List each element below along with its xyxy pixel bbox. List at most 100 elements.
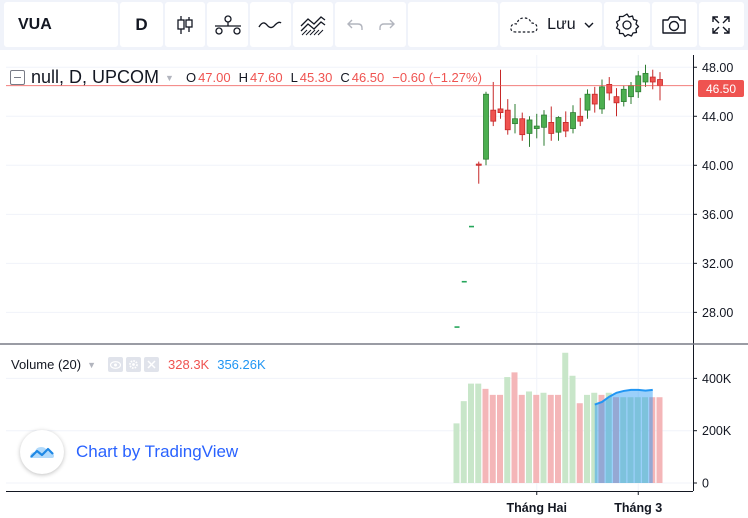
volume-title[interactable]: Volume (20) bbox=[11, 357, 82, 372]
candle-body bbox=[519, 118, 526, 136]
candle-body bbox=[591, 93, 598, 105]
volume-ma-line bbox=[594, 388, 653, 406]
low-value: 45.30 bbox=[299, 70, 333, 85]
volume-bar bbox=[613, 397, 619, 483]
redo-icon[interactable] bbox=[378, 18, 396, 32]
candle bbox=[613, 88, 620, 117]
candle-body bbox=[599, 86, 605, 110]
volume-bar bbox=[591, 392, 598, 483]
close-icon[interactable] bbox=[144, 357, 160, 372]
candle bbox=[649, 69, 656, 90]
volume-bar bbox=[497, 394, 503, 483]
candle bbox=[512, 104, 518, 134]
series-legend: null, D, UPCOM ▼ O 47.00 H 47.60 L 45.30… bbox=[10, 67, 490, 88]
volume-ma-value: 356.26K bbox=[217, 357, 266, 372]
close-label: C bbox=[340, 70, 350, 85]
volume-tick-label: 200K bbox=[702, 424, 732, 438]
volume-bar bbox=[547, 394, 554, 483]
price-tick-label: 36.00 bbox=[702, 208, 733, 222]
volume-bar bbox=[620, 397, 627, 483]
candle bbox=[570, 105, 576, 134]
volume-bar bbox=[584, 394, 590, 483]
volume-ma bbox=[594, 388, 653, 483]
candles bbox=[454, 64, 663, 328]
gear-icon[interactable] bbox=[126, 357, 142, 372]
candle-style-button[interactable] bbox=[164, 2, 206, 47]
area-chart-icon bbox=[300, 15, 326, 35]
indicators-icon bbox=[214, 14, 241, 35]
branding-text: Chart by TradingView bbox=[76, 442, 239, 461]
volume-bar bbox=[562, 352, 569, 483]
chart-canvas[interactable]: 48.00 44.00 40.00 36.00 32.00 28.00 Tháng Hai T… bbox=[0, 50, 748, 518]
close-value: 46.50 bbox=[351, 70, 385, 85]
chevron-down-icon[interactable]: ▼ bbox=[165, 72, 174, 83]
time-tick-label: Tháng 3 bbox=[614, 501, 662, 515]
volume-bar bbox=[489, 394, 496, 483]
toolbar-spacer bbox=[407, 2, 499, 47]
fullscreen-button[interactable] bbox=[698, 2, 745, 47]
interval-button[interactable]: D bbox=[120, 2, 163, 47]
candle bbox=[606, 77, 613, 101]
candle bbox=[541, 110, 547, 146]
candle bbox=[584, 89, 591, 119]
save-label: Lưu bbox=[547, 15, 576, 33]
cloud-icon bbox=[510, 16, 538, 33]
fullscreen-icon bbox=[712, 15, 731, 34]
volume-bar bbox=[453, 423, 460, 483]
volume-bar bbox=[526, 391, 532, 483]
high-label: H bbox=[238, 70, 249, 85]
volume-value: 328.3K bbox=[168, 357, 210, 372]
chevron-down-icon bbox=[584, 22, 594, 28]
price-tick-label: 44.00 bbox=[702, 110, 733, 124]
volume-bar bbox=[475, 383, 482, 483]
candles-icon bbox=[177, 15, 193, 34]
candle-body bbox=[533, 125, 540, 129]
symbol-search-button[interactable]: VUA bbox=[4, 2, 119, 47]
candle bbox=[483, 91, 489, 166]
candle bbox=[577, 97, 584, 127]
tradingview-logo-icon bbox=[20, 430, 64, 474]
tradingview-branding[interactable]: Chart by TradingView bbox=[20, 430, 238, 474]
high-value: 47.60 bbox=[250, 70, 283, 85]
candle bbox=[533, 113, 540, 139]
volume-bar bbox=[468, 383, 474, 483]
volume-bar bbox=[649, 397, 656, 483]
candle bbox=[599, 79, 605, 114]
candle-body bbox=[635, 75, 642, 93]
candle-body bbox=[570, 112, 576, 129]
settings-button[interactable] bbox=[604, 2, 650, 47]
volume-bar bbox=[634, 397, 641, 483]
candle bbox=[548, 106, 555, 141]
collapse-legend-button[interactable] bbox=[10, 70, 25, 85]
candle bbox=[490, 81, 497, 127]
candle-body bbox=[526, 119, 533, 134]
candle bbox=[519, 112, 526, 141]
save-button[interactable]: Lưu bbox=[500, 2, 603, 47]
chevron-down-icon[interactable]: ▼ bbox=[87, 359, 97, 370]
volume-bar bbox=[518, 394, 525, 483]
eye-icon[interactable] bbox=[108, 357, 124, 372]
volume-legend: Volume (20) ▼ 328.3K 356.26K bbox=[11, 357, 266, 372]
indicators-button[interactable] bbox=[207, 2, 249, 47]
volume-bar bbox=[642, 397, 648, 483]
undo-icon[interactable] bbox=[346, 18, 364, 32]
candle bbox=[562, 111, 569, 138]
series-title[interactable]: null, D, UPCOM bbox=[31, 67, 160, 87]
line-style-button[interactable] bbox=[250, 2, 291, 47]
candle-body bbox=[620, 88, 627, 102]
price-tick-label: 28.00 bbox=[702, 306, 733, 320]
screenshot-button[interactable] bbox=[651, 2, 697, 47]
candle bbox=[591, 86, 598, 113]
change-value: −0.60 (−1.27%) bbox=[392, 70, 482, 85]
candle bbox=[635, 70, 642, 98]
axes: 48.00 44.00 40.00 36.00 32.00 28.00 Tháng Hai T… bbox=[0, 55, 748, 515]
compare-button[interactable] bbox=[292, 2, 334, 47]
interval-label: D bbox=[135, 14, 148, 34]
candle-body bbox=[577, 115, 584, 122]
volume-ma-area bbox=[594, 389, 653, 483]
candle bbox=[475, 161, 482, 184]
volume-tick-label: 400K bbox=[702, 372, 732, 386]
candle-body bbox=[628, 85, 634, 98]
candle-body bbox=[555, 117, 562, 133]
candle bbox=[497, 69, 504, 119]
